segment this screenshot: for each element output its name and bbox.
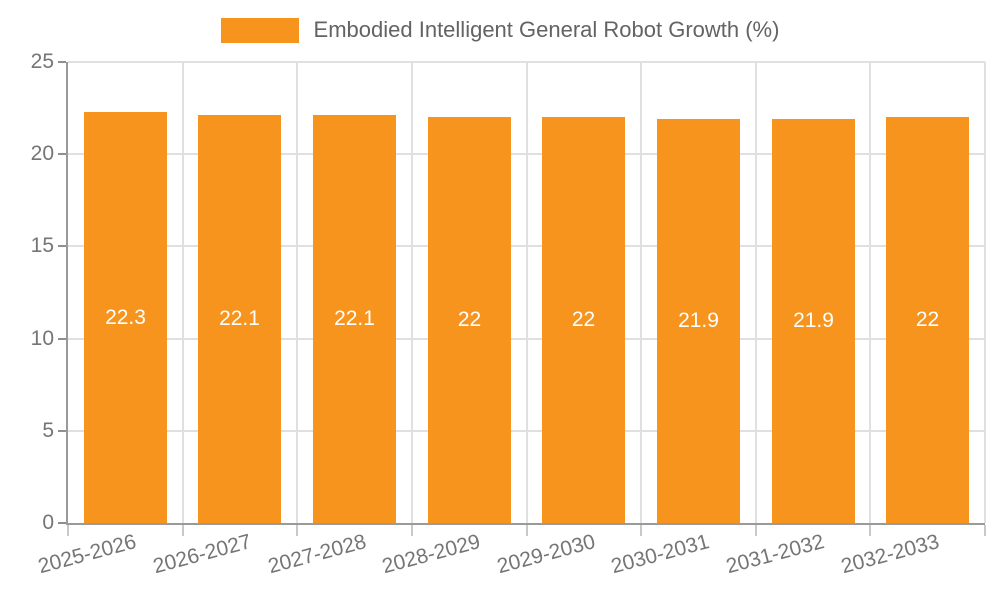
bar: 22 <box>542 117 625 523</box>
legend-swatch-icon <box>220 17 299 43</box>
bar-value-label: 21.9 <box>678 309 719 332</box>
plot-area: 0 5 10 15 20 25 22.3 22.1 22.1 22 22 21.9 21.9 22 <box>31 51 986 536</box>
y-axis-tick <box>58 430 66 432</box>
bar-value-label: 22.1 <box>219 307 260 330</box>
bar-value-label: 22 <box>457 308 482 331</box>
x-axis-tick <box>182 525 184 536</box>
x-gridline <box>640 62 642 523</box>
bar: 22.1 <box>313 115 396 523</box>
y-axis-tick-label: 25 <box>30 50 54 73</box>
bar-value-label: 21.9 <box>793 309 834 332</box>
x-gridline <box>755 62 757 523</box>
y-axis-tick <box>58 338 66 340</box>
x-axis-tick <box>411 525 413 536</box>
x-axis-tick <box>640 525 642 536</box>
x-axis-category-label: 2030-2031 <box>608 530 712 579</box>
x-axis-category-label: 2032-2033 <box>838 530 942 579</box>
x-axis-category-label: 2026-2027 <box>150 530 254 579</box>
y-axis-tick-label: 20 <box>30 142 54 165</box>
bar: 22.3 <box>84 112 167 523</box>
x-axis-tick <box>526 525 528 536</box>
x-axis-category-label: 2029-2030 <box>494 530 598 579</box>
x-axis-category-label: 2027-2028 <box>265 530 369 579</box>
y-axis-tick-label: 15 <box>30 234 54 257</box>
x-gridline <box>296 62 298 523</box>
y-axis-tick-label: 10 <box>30 327 54 350</box>
bar-value-label: 22.1 <box>334 307 375 330</box>
bar: 21.9 <box>772 119 855 523</box>
x-gridline <box>411 62 413 523</box>
bar: 22.1 <box>198 115 281 523</box>
x-gridline <box>182 62 184 523</box>
x-axis-category-label: 2031-2032 <box>723 530 827 579</box>
bar-value-label: 22.3 <box>105 306 146 329</box>
x-gridline <box>869 62 871 523</box>
y-axis-tick <box>58 245 66 247</box>
y-axis-tick-label: 5 <box>42 419 54 442</box>
x-axis-tick <box>984 525 986 536</box>
x-gridline <box>526 62 528 523</box>
y-axis-tick <box>58 153 66 155</box>
x-axis-tick <box>67 525 69 536</box>
x-axis-tick <box>869 525 871 536</box>
x-axis-category-label: 2025-2026 <box>35 530 139 579</box>
y-axis-tick <box>58 61 66 63</box>
legend-label: Embodied Intelligent General Robot Growt… <box>313 17 780 42</box>
x-axis-tick <box>755 525 757 536</box>
bar-value-label: 22 <box>915 308 940 331</box>
y-axis-tick <box>58 522 66 524</box>
bar: 22 <box>428 117 511 523</box>
x-axis-category-label: 2028-2029 <box>379 530 483 579</box>
bar: 21.9 <box>657 119 740 523</box>
bar: 22 <box>886 117 969 523</box>
x-gridline <box>984 62 986 523</box>
bar-value-label: 22 <box>571 308 596 331</box>
chart-legend[interactable]: Embodied Intelligent General Robot Growt… <box>0 17 1000 43</box>
x-axis-tick <box>296 525 298 536</box>
y-axis-tick-label: 0 <box>42 511 54 534</box>
